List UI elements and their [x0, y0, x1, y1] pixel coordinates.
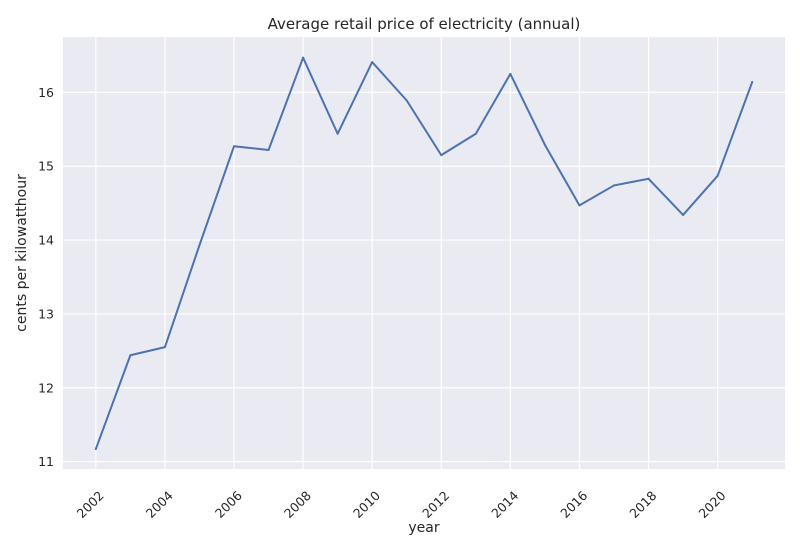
- y-tick-label: 11: [38, 454, 54, 469]
- chart-title: Average retail price of electricity (ann…: [268, 15, 581, 33]
- data-point: [509, 72, 512, 75]
- data-point: [94, 448, 97, 451]
- data-point: [371, 61, 374, 64]
- grid: [63, 37, 785, 469]
- x-tick-label: 2010: [350, 488, 383, 521]
- x-tick-label: 2008: [281, 488, 314, 521]
- data-point: [716, 174, 719, 177]
- x-tick-label: 2012: [419, 488, 452, 521]
- x-tick-label: 2016: [557, 488, 590, 521]
- x-tick-labels: 2002 2004 2006 2008 2010 2012 2014 2016 2018 2020: [74, 488, 729, 521]
- x-tick-label: 2020: [695, 488, 728, 521]
- data-point: [405, 99, 408, 102]
- plot-area: [63, 37, 785, 469]
- x-tick-label: 2006: [212, 488, 245, 521]
- data-point: [578, 204, 581, 207]
- data-point: [302, 56, 305, 59]
- data-point: [647, 177, 650, 180]
- data-point: [474, 132, 477, 135]
- x-tick-label: 2014: [488, 488, 521, 521]
- y-tick-label: 16: [38, 85, 54, 100]
- data-point: [336, 132, 339, 135]
- data-point: [440, 154, 443, 157]
- data-point: [198, 244, 201, 247]
- y-tick-labels: 11 12 13 14 15 16: [38, 85, 54, 469]
- y-tick-label: 12: [38, 380, 54, 395]
- x-axis-label: year: [408, 520, 439, 536]
- data-point: [751, 81, 754, 84]
- y-tick-label: 13: [38, 306, 54, 321]
- y-axis-label: cents per kilowatthour: [14, 174, 30, 332]
- data-point: [129, 354, 132, 357]
- data-point: [543, 143, 546, 146]
- y-tick-label: 15: [38, 159, 54, 174]
- y-tick-label: 14: [38, 233, 54, 248]
- data-point: [233, 145, 235, 148]
- data-point: [163, 346, 166, 349]
- x-tick-label: 2002: [74, 488, 107, 521]
- data-point: [613, 184, 615, 187]
- series-layer: [94, 56, 754, 451]
- x-tick-label: 2004: [143, 488, 176, 521]
- x-tick-label: 2018: [626, 488, 659, 521]
- data-point: [682, 213, 685, 216]
- series-line: [94, 56, 754, 451]
- data-point: [267, 148, 270, 151]
